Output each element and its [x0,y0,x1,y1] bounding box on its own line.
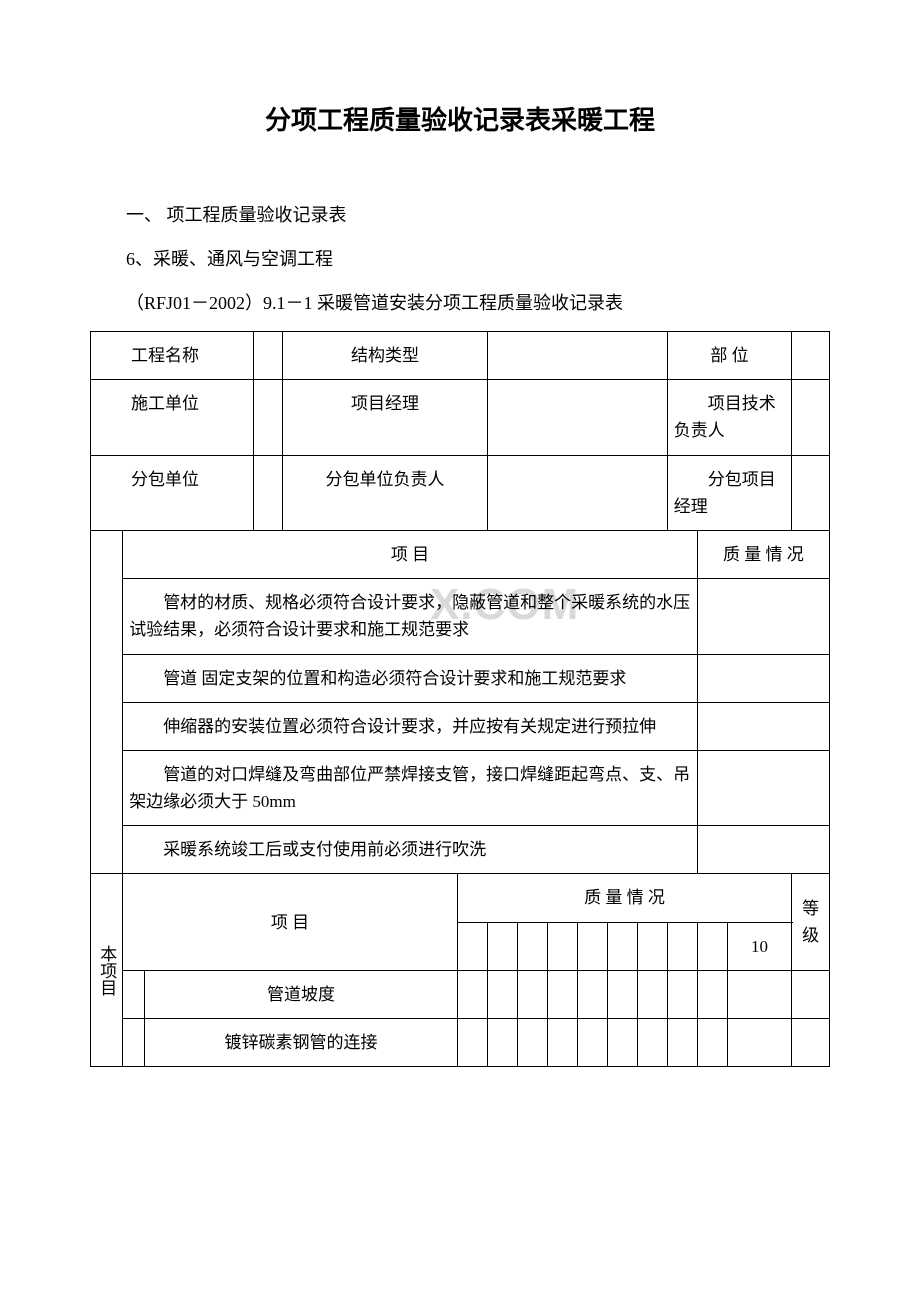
section1-project-header: 项 目 [123,530,698,578]
section1-item-3: 伸缩器的安装位置必须符合设计要求，并应按有关规定进行预拉伸 [123,702,698,750]
section2-grade-header: 等级 [792,874,830,970]
section1-row-1: 管材的材质、规格必须符合设计要求，隐蔽管道和整个采暖系统的水压试验结果，必须符合… [91,579,830,654]
section1-quality-2 [697,654,829,702]
cell-sub-pm-value [792,455,830,530]
section1-side [91,530,123,874]
section1-item-2: 管道 固定支架的位置和构造必须符合设计要求和施工规范要求 [123,654,698,702]
section2-header-row-1: 本项目 项 目 质 量 情 况 等级 [91,874,830,922]
intro-line-2: 6、采暖、通风与空调工程 [90,241,830,277]
cell-project-name-label: 工程名称 [91,332,254,380]
s2r2c8 [667,1019,697,1067]
header-row-2: 施工单位 项目经理 项目技术负责人 [91,380,830,455]
section1-quality-4 [697,750,829,825]
section2-row1-idx [123,970,145,1018]
section2-row-2: 镀锌碳素钢管的连接 [91,1019,830,1067]
cell-sub-pm-label: 分包项目经理 [667,455,792,530]
s2r1c6 [607,970,637,1018]
intro-line-1: 一、 项工程质量验收记录表 [90,197,830,233]
cell-struct-type-label: 结构类型 [283,332,487,380]
section1-item-5: 采暖系统竣工后或支付使用前必须进行吹洗 [123,826,698,874]
s2r1c7 [637,970,667,1018]
section1-row-4: 管道的对口焊缝及弯曲部位严禁焊接支管，接口焊缝距起弯点、支、吊架边缘必须大于 5… [91,750,830,825]
s2r1c9 [697,970,727,1018]
s2r2c10 [727,1019,792,1067]
s2r2c5 [577,1019,607,1067]
cell-location-value [792,332,830,380]
cell-construct-unit-label: 施工单位 [91,380,254,455]
cell-tech-lead-value [792,380,830,455]
section2-quality-header: 质 量 情 况 [457,874,792,922]
s2r1c3 [517,970,547,1018]
s2r2c1 [457,1019,487,1067]
cell-project-name-value [254,332,283,380]
section2-project-header: 项 目 [123,874,458,970]
header-row-1: 工程名称 结构类型 部 位 [91,332,830,380]
section2-num-5 [577,922,607,970]
section1-row-5: 采暖系统竣工后或支付使用前必须进行吹洗 [91,826,830,874]
s2r2c6 [607,1019,637,1067]
section2-num-8 [667,922,697,970]
s2r1c4 [547,970,577,1018]
section1-quality-header: 质 量 情 况 [697,530,829,578]
section1-quality-5 [697,826,829,874]
s2r2grade [792,1019,830,1067]
cell-sub-unit-label: 分包单位 [91,455,254,530]
section2-item-2: 镀锌碳素钢管的连接 [145,1019,458,1067]
inspection-table: 工程名称 结构类型 部 位 施工单位 项目经理 项目技术负责人 分包单位 分包单… [90,331,830,1067]
section1-quality-3 [697,702,829,750]
s2r2c2 [487,1019,517,1067]
section1-row-3: 伸缩器的安装位置必须符合设计要求，并应按有关规定进行预拉伸 [91,702,830,750]
cell-sub-lead-value [487,455,667,530]
section1-quality-1 [697,579,829,654]
s2r1c1 [457,970,487,1018]
cell-struct-type-value [487,332,667,380]
section2-num-1 [457,922,487,970]
document-title: 分项工程质量验收记录表采暖工程 [90,100,830,137]
section2-num-3 [517,922,547,970]
s2r2c9 [697,1019,727,1067]
cell-pm-label: 项目经理 [283,380,487,455]
s2r2c4 [547,1019,577,1067]
s2r2c7 [637,1019,667,1067]
header-row-3: 分包单位 分包单位负责人 分包项目经理 [91,455,830,530]
section2-item-1: 管道坡度 [145,970,458,1018]
s2r2c3 [517,1019,547,1067]
section2-num-2 [487,922,517,970]
section1-item-1: 管材的材质、规格必须符合设计要求，隐蔽管道和整个采暖系统的水压试验结果，必须符合… [123,579,698,654]
s2r1c8 [667,970,697,1018]
cell-sub-unit-value [254,455,283,530]
section2-num-6 [607,922,637,970]
s2r1c2 [487,970,517,1018]
cell-construct-unit-value [254,380,283,455]
section2-num-10: 10 [727,922,792,970]
cell-location-label: 部 位 [667,332,792,380]
intro-line-3: （RFJ01－2002）9.1－1 采暖管道安装分项工程质量验收记录表 [90,285,830,321]
s2r1c5 [577,970,607,1018]
s2r1c10 [727,970,792,1018]
cell-pm-value [487,380,667,455]
section2-side: 本项目 [91,874,123,1067]
section2-row-1: 管道坡度 [91,970,830,1018]
section2-num-4 [547,922,577,970]
cell-sub-lead-label: 分包单位负责人 [283,455,487,530]
section1-item-4: 管道的对口焊缝及弯曲部位严禁焊接支管，接口焊缝距起弯点、支、吊架边缘必须大于 5… [123,750,698,825]
section1-row-2: 管道 固定支架的位置和构造必须符合设计要求和施工规范要求 [91,654,830,702]
cell-tech-lead-label: 项目技术负责人 [667,380,792,455]
section2-num-7 [637,922,667,970]
s2r1grade [792,970,830,1018]
section1-header: 项 目 质 量 情 况 [91,530,830,578]
section2-row2-idx [123,1019,145,1067]
section2-num-9 [697,922,727,970]
